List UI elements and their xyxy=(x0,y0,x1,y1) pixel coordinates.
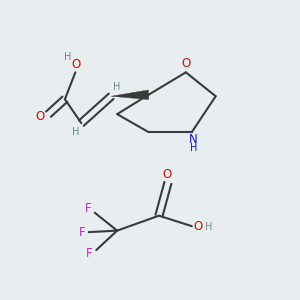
Text: O: O xyxy=(71,58,81,70)
Text: F: F xyxy=(86,247,93,260)
Text: F: F xyxy=(79,226,86,238)
Text: O: O xyxy=(193,220,203,233)
Text: H: H xyxy=(205,222,212,232)
Text: H: H xyxy=(113,82,121,92)
Polygon shape xyxy=(111,90,149,100)
Text: H: H xyxy=(64,52,72,62)
Text: F: F xyxy=(85,202,92,215)
Text: H: H xyxy=(72,127,79,137)
Text: H: H xyxy=(190,142,197,153)
Text: O: O xyxy=(163,168,172,181)
Text: O: O xyxy=(35,110,44,123)
Text: O: O xyxy=(181,57,190,70)
Text: N: N xyxy=(189,133,198,146)
